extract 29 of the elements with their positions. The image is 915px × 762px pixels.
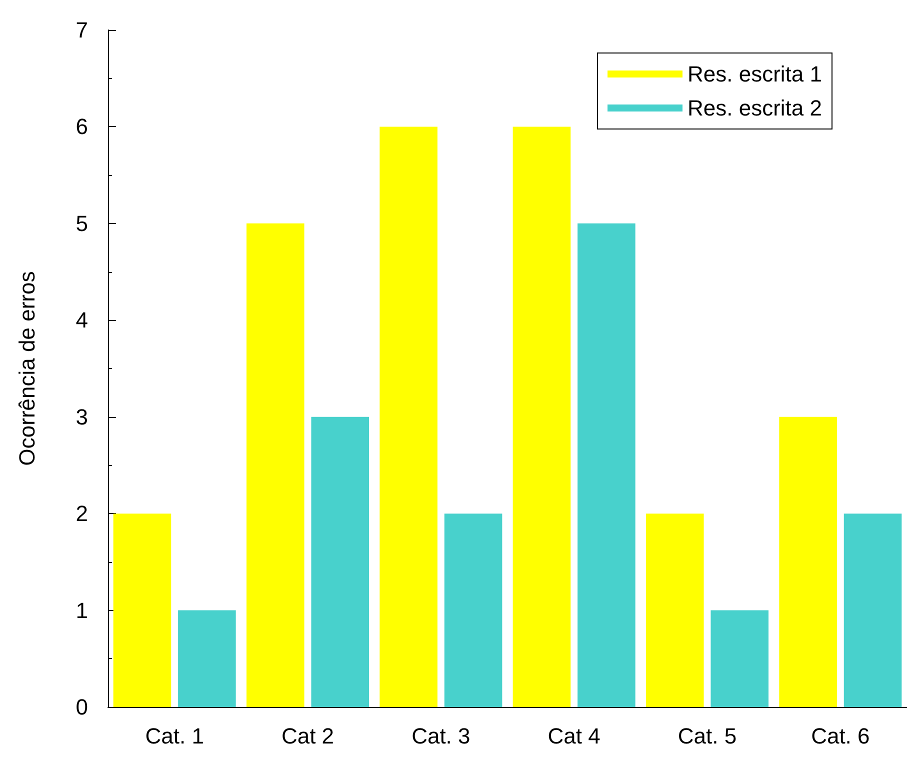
- bar: [646, 514, 704, 707]
- bar: [246, 223, 304, 707]
- y-axis-title: Ocorrência de erros: [14, 271, 40, 466]
- x-tick-label: Cat. 5: [678, 724, 737, 748]
- bar: [844, 514, 902, 707]
- bar: [710, 610, 769, 707]
- y-tick-label: 4: [76, 308, 88, 333]
- bar: [113, 514, 172, 707]
- legend-label: Res. escrita 1: [688, 62, 822, 86]
- y-tick-label: 7: [76, 18, 88, 42]
- x-tick-label: Cat 4: [548, 724, 600, 748]
- bar: [178, 610, 236, 707]
- bar: [444, 514, 502, 707]
- bar: [578, 223, 636, 707]
- x-tick-label: Cat. 1: [145, 724, 204, 748]
- x-tick-label: Cat. 3: [412, 724, 470, 748]
- y-tick-label: 6: [76, 114, 88, 140]
- y-tick-label: 5: [76, 210, 88, 236]
- y-tick-label: 1: [76, 598, 88, 623]
- bar: [311, 416, 370, 707]
- bar: [779, 416, 837, 707]
- x-tick-label: Cat. 6: [811, 724, 870, 748]
- y-tick-label: 2: [76, 501, 88, 526]
- y-tick-label: 3: [76, 404, 88, 430]
- bar: [380, 126, 438, 707]
- x-tick-label: Cat 2: [281, 724, 334, 748]
- bar: [512, 126, 571, 707]
- legend-label: Res. escrita 2: [688, 96, 822, 120]
- y-tick-label: 0: [76, 694, 88, 720]
